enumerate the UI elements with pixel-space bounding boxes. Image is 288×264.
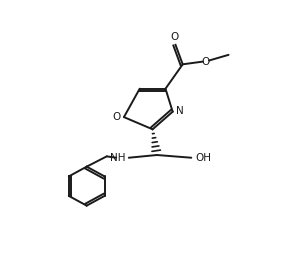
Text: O: O bbox=[171, 32, 179, 41]
Text: O: O bbox=[202, 56, 210, 67]
Text: OH: OH bbox=[196, 153, 212, 163]
Text: NH: NH bbox=[110, 153, 125, 163]
Text: O: O bbox=[113, 112, 121, 122]
Text: N: N bbox=[176, 106, 184, 116]
